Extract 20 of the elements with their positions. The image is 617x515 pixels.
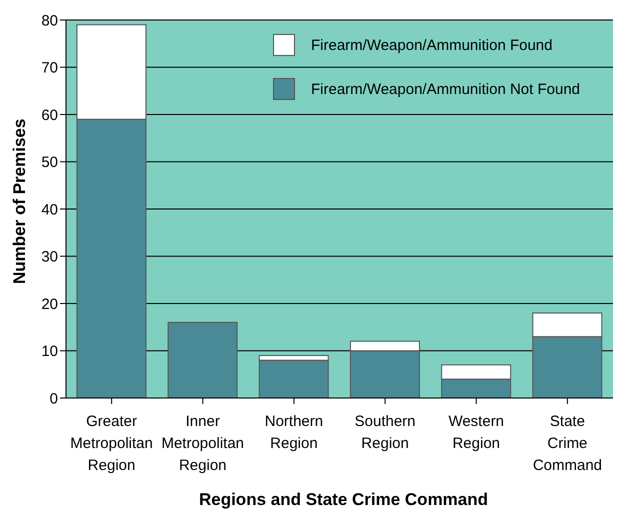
y-tick-label: 10 [41, 343, 58, 360]
x-tick-label: Inner Metropolitan Region [161, 413, 244, 474]
y-tick-label: 40 [41, 201, 58, 218]
x-axis-title: Regions and State Crime Command [198, 490, 490, 510]
legend-label: Firearm/Weapon/Ammunition Found [311, 36, 552, 54]
bar [168, 322, 238, 398]
y-axis-title: Number of Premises [10, 118, 30, 284]
x-tick-label: Greater Metropolitan Region [70, 413, 153, 474]
y-tick-label: 60 [41, 106, 58, 124]
x-tick-label: Southern Region [354, 413, 416, 452]
y-tick-label: 0 [50, 390, 58, 408]
y-tick-label: 70 [41, 60, 58, 77]
y-tick-label: 30 [41, 248, 58, 266]
x-tick-label: Northern Region [264, 413, 324, 452]
y-tick-label: 20 [41, 296, 58, 313]
legend-label: Firearm/Weapon/Ammunition Not Found [311, 80, 580, 98]
y-tick-label: 50 [41, 154, 58, 172]
x-tick-label: Western Region [448, 413, 504, 452]
x-tick-label: State Crime Command [532, 413, 602, 474]
y-tick-label: 80 [41, 12, 58, 30]
